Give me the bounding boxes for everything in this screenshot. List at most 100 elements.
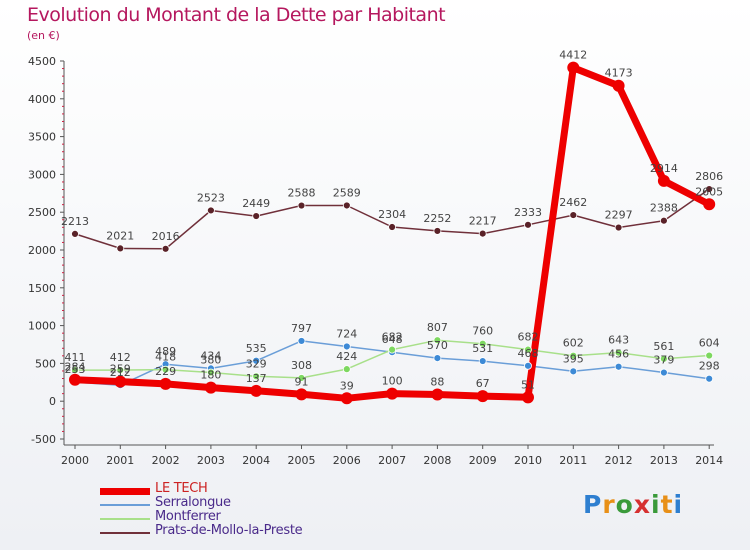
data-label-montferrer: 682	[518, 331, 539, 344]
y-minor-tick	[62, 264, 64, 266]
data-label-le-tech: 100	[382, 375, 403, 388]
data-point-le-tech	[69, 373, 81, 386]
data-label-serralongue: 489	[155, 345, 176, 358]
y-tick-label: 4000	[28, 93, 56, 106]
y-minor-tick	[62, 151, 64, 153]
data-label-le-tech: 180	[200, 369, 221, 382]
data-label-le-tech: 284	[65, 361, 86, 374]
data-label-le-tech: 259	[110, 363, 131, 376]
data-point-montferrer	[569, 351, 578, 360]
y-minor-tick	[62, 385, 64, 387]
data-label-le-tech: 51	[521, 378, 535, 391]
x-tick-label: 2010	[514, 454, 542, 467]
data-label-le-tech: 137	[246, 372, 267, 385]
y-minor-tick	[62, 332, 64, 334]
data-point-le-tech	[340, 392, 353, 405]
data-label-le-tech: 4173	[605, 67, 633, 80]
y-tick-label: 2500	[28, 206, 56, 219]
y-minor-tick	[62, 347, 64, 349]
data-label-prats-de-mollo-la-preste: 2589	[333, 186, 361, 199]
data-label-serralongue: 570	[427, 339, 448, 352]
x-tick-label: 2000	[61, 454, 89, 467]
x-tick-label: 2013	[650, 454, 678, 467]
y-minor-tick	[62, 430, 64, 432]
data-point-le-tech	[476, 390, 489, 403]
y-tick-label: -500	[31, 433, 56, 446]
data-point-montferrer	[342, 365, 351, 374]
data-point-montferrer	[252, 372, 261, 381]
y-minor-tick	[62, 219, 64, 221]
logo-letter: o	[615, 490, 634, 519]
data-label-montferrer: 807	[427, 321, 448, 334]
y-minor-tick	[62, 355, 64, 357]
y-minor-tick	[62, 272, 64, 274]
y-minor-tick	[62, 317, 64, 319]
data-point-montferrer	[524, 345, 532, 354]
legend-swatch-prats-de-mollo-la-preste	[100, 532, 150, 534]
data-label-prats-de-mollo-la-preste: 2388	[650, 202, 678, 215]
data-label-montferrer: 412	[110, 351, 131, 364]
logo-letter: i	[673, 490, 684, 519]
data-label-montferrer: 561	[653, 340, 674, 353]
data-label-montferrer: 760	[472, 325, 493, 338]
data-label-montferrer: 380	[200, 353, 221, 366]
x-tick-label: 2007	[378, 454, 406, 467]
data-point-le-tech	[114, 375, 127, 388]
data-label-le-tech: 39	[340, 379, 354, 392]
data-label-prats-de-mollo-la-preste: 2333	[514, 206, 542, 219]
data-point-montferrer	[388, 345, 397, 354]
data-point-serralongue	[252, 356, 261, 365]
data-label-serralongue: 797	[291, 322, 312, 335]
y-minor-tick	[62, 309, 64, 311]
y-minor-tick	[62, 393, 64, 395]
data-point-le-tech	[295, 388, 308, 401]
data-label-serralongue: 379	[653, 354, 674, 367]
chart-title: Evolution du Montant de la Dette par Hab…	[27, 4, 446, 26]
y-minor-tick	[62, 423, 64, 425]
data-point-le-tech	[159, 377, 172, 390]
data-point-montferrer	[206, 368, 215, 377]
data-label-serralongue: 395	[563, 352, 584, 365]
data-point-serralongue	[569, 367, 578, 376]
legend-swatch-le-tech	[100, 487, 150, 495]
data-point-prats-de-mollo-la-preste	[660, 216, 668, 225]
y-minor-tick	[62, 105, 64, 107]
data-point-montferrer	[614, 348, 623, 357]
y-minor-tick	[62, 340, 64, 342]
data-label-prats-de-mollo-la-preste: 2806	[695, 170, 723, 183]
data-point-le-tech	[522, 391, 534, 404]
data-label-prats-de-mollo-la-preste: 2304	[378, 208, 406, 221]
y-minor-tick	[62, 241, 64, 243]
data-label-serralongue: 531	[472, 342, 493, 355]
y-minor-tick	[62, 166, 64, 168]
data-label-prats-de-mollo-la-preste: 2217	[469, 215, 497, 228]
series-points	[69, 61, 716, 405]
data-point-serralongue	[705, 374, 714, 383]
y-tick-label: 1500	[28, 282, 56, 295]
data-label-prats-de-mollo-la-preste: 2016	[152, 230, 180, 243]
data-label-serralongue: 298	[699, 360, 720, 373]
data-label-serralongue: 724	[336, 327, 357, 340]
y-minor-tick	[62, 90, 64, 92]
data-point-prats-de-mollo-la-preste	[478, 229, 487, 238]
data-label-prats-de-mollo-la-preste: 2588	[288, 187, 316, 200]
y-minor-tick	[62, 68, 64, 70]
data-label-montferrer: 424	[336, 350, 357, 363]
data-label-le-tech: 91	[295, 375, 309, 388]
y-minor-tick	[62, 294, 64, 296]
data-label-montferrer: 308	[291, 359, 312, 372]
data-point-le-tech	[250, 384, 263, 397]
y-tick-label: 4500	[28, 55, 56, 68]
data-point-serralongue	[614, 362, 623, 371]
data-point-prats-de-mollo-la-preste	[116, 244, 125, 253]
legend-label-prats-de-mollo-la-preste: Prats-de-Mollo-la-Preste	[155, 523, 303, 538]
x-tick-label: 2003	[197, 454, 225, 467]
data-point-montferrer	[297, 374, 306, 382]
y-minor-tick	[62, 370, 64, 372]
chart-subtitle: (en €)	[27, 29, 60, 42]
data-point-serralongue	[478, 357, 487, 365]
y-minor-tick	[62, 158, 64, 160]
y-minor-tick	[62, 415, 64, 417]
legend-swatch-montferrer	[100, 518, 150, 520]
y-minor-tick	[62, 75, 64, 77]
